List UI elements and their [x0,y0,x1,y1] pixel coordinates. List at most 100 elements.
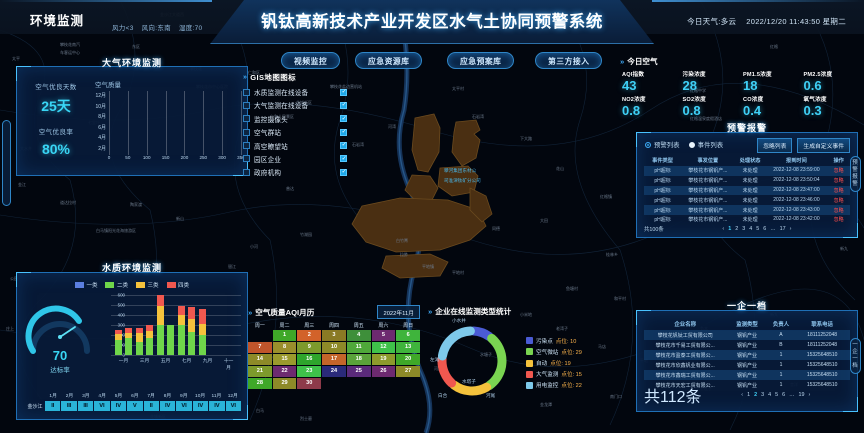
table-row[interactable]: 攀枝花钒钛工贸有限公司 钢钒产业 A 18111252048 [644,330,850,340]
gis-item-6[interactable]: 政府机构 [243,167,347,177]
calendar-day-cell[interactable]: 22 [272,366,297,377]
table-row[interactable]: pH超标 攀枝花市钢钒产... 未处理 2022-12-08 23:59:00 忽略 [644,166,850,176]
page-number[interactable]: 17 [779,226,786,232]
prev-page-icon[interactable]: ‹ [741,392,744,398]
page-number[interactable]: 4 [768,392,772,398]
page-number[interactable]: 3 [761,392,765,398]
legend-item-1[interactable]: 二类 [105,281,128,289]
donut-legend-item-2[interactable]: 自动 点位: 19 [526,359,582,367]
calendar-day-cell[interactable]: 13 [396,342,420,353]
gis-item-5[interactable]: 园区企业 [243,154,347,164]
month-picker[interactable]: 2022年11月 [377,305,420,319]
radio-warning-list[interactable]: 预警列表 [645,140,680,149]
tab-video-monitor[interactable]: 视频监控 [281,52,341,69]
calendar-day-cell[interactable]: 16 [297,354,322,365]
grade-cell[interactable]: Ⅳ [110,401,127,411]
donut-legend-item-4[interactable]: 用电监控 点位: 22 [526,381,582,389]
page-number[interactable]: 2 [735,226,739,232]
alarm-list-toggle[interactable]: 预警列表 事件列表 [645,140,723,149]
page-number[interactable]: … [770,226,776,232]
alarm-action-link[interactable]: 忽略 [833,178,844,185]
ignore-list-button[interactable]: 忽略列表 [757,138,793,153]
next-page-icon[interactable]: › [808,392,811,398]
donut-slice-2[interactable] [449,380,492,396]
alarm-action-link[interactable]: 忽略 [833,197,844,204]
page-number[interactable]: 5 [756,226,760,232]
table-row[interactable]: 攀枝花市天宏工贸有限公... 钢钒产业 1 15325648510 [644,380,850,390]
calendar-day-cell[interactable]: 1 [272,330,297,341]
page-number[interactable]: 6 [763,226,767,232]
legend-item-3[interactable]: 四类 [166,281,189,289]
donut-slice-3[interactable] [437,354,457,388]
page-number[interactable]: 2 [754,392,758,398]
grade-cell[interactable]: Ⅳ [209,401,225,411]
alarm-action-link[interactable]: 忽略 [833,187,844,194]
calendar-day-cell[interactable]: 23 [297,366,322,377]
donut-slice-0[interactable] [469,326,494,341]
page-number[interactable]: … [789,392,795,398]
table-row[interactable]: pH超标 攀枝花市钢钒产... 未处理 2022-12-08 23:42:00 忽略 [644,215,850,225]
checkbox-icon[interactable] [340,155,347,163]
enterprise-pagination[interactable]: 共112条 ‹ 1 2 3 4 5 6… 19 › [644,383,850,407]
calendar-day-cell[interactable]: 28 [248,378,272,389]
legend-item-0[interactable]: 一类 [74,281,97,289]
grade-cell[interactable]: Ⅲ [77,401,94,411]
table-row[interactable]: 攀枝花市盈泰工贸有限公... 钢钒产业 1 15325648510 [644,350,850,360]
page-number[interactable]: 1 [728,226,732,232]
calendar-day-cell[interactable]: 11 [346,342,371,353]
gis-item-0[interactable]: 水质监测在线设备 [243,87,347,97]
page-number[interactable]: 3 [742,226,746,232]
calendar-day-cell[interactable]: 3 [322,330,346,341]
alarm-action-link[interactable]: 忽略 [833,168,844,175]
checkbox-icon[interactable] [340,141,347,150]
enterprise-pager[interactable]: ‹ 1 2 3 4 5 6… 19 › [702,392,850,398]
grade-cell[interactable]: Ⅵ [94,401,110,411]
rail-enterprise-shortcut[interactable]: 一企一档 [850,338,861,374]
calendar-day-cell[interactable]: 7 [248,342,272,353]
calendar-day-cell[interactable]: 5 [371,330,396,341]
calendar-day-cell[interactable]: 4 [346,330,371,341]
table-row[interactable]: 攀枝花市鑫瑞工贸有限公... 钢钒产业 1 15325648510 [644,370,850,380]
legend-item-2[interactable]: 三类 [136,281,159,289]
donut-slice-4[interactable] [437,326,475,361]
page-number[interactable]: 1 [747,392,751,398]
alarm-pager[interactable]: ‹ 1 2 3 4 5 6… 17 › [664,226,850,232]
calendar-day-cell[interactable]: 19 [371,354,396,365]
calendar-day-cell[interactable]: 25 [346,366,371,377]
rail-alarm-shortcut[interactable]: 预警报警 [850,156,861,192]
calendar-day-cell[interactable]: 30 [297,378,322,389]
grade-cell[interactable]: Ⅵ [225,401,242,411]
table-row[interactable]: pH超标 攀枝花市钢钒产... 未处理 2022-12-08 23:47:00 忽略 [644,185,850,196]
calendar-day-cell[interactable]: 27 [396,366,420,377]
alarm-pagination[interactable]: 共100条 ‹ 1 2 3 4 5 6… 17 › [644,225,850,233]
grade-cell[interactable]: Ⅲ [61,401,77,411]
checkbox-icon[interactable] [340,128,347,136]
radio-event-list[interactable]: 事件列表 [688,140,723,149]
prev-page-icon[interactable]: ‹ [722,226,725,232]
grade-cell[interactable]: Ⅵ [176,401,192,411]
calendar-day-cell[interactable]: 8 [272,342,297,353]
calendar-day-cell[interactable]: 24 [322,366,346,377]
page-number[interactable]: 19 [798,392,805,398]
calendar-day-cell[interactable]: 29 [272,378,297,389]
donut-legend-item-0[interactable]: 污染点 点位: 10 [526,337,582,345]
alarm-action-buttons[interactable]: 忽略列表 生成自定义事件 [757,138,850,153]
checkbox-icon[interactable] [340,101,347,109]
table-row[interactable]: pH超标 攀枝花市钢钒产... 未处理 2022-12-08 23:50:04 忽略 [644,176,850,186]
table-row[interactable]: 攀枝花市欣鑫钒业有限公... 钢钒产业 1 15325648510 [644,360,850,370]
grade-cell[interactable]: Ⅴ [127,401,143,411]
grade-cell[interactable]: Ⅱ [45,401,61,411]
calendar-day-cell[interactable]: 14 [248,354,272,365]
donut-legend-item-1[interactable]: 空气微站 点位: 29 [526,348,582,356]
page-number[interactable]: 4 [749,226,753,232]
tab-emergency-resources[interactable]: 应急资源库 [355,52,423,69]
checkbox-icon[interactable] [340,88,347,96]
grade-cell[interactable]: Ⅳ [159,401,176,411]
calendar-day-cell[interactable]: 20 [396,354,420,365]
calendar-day-cell[interactable]: 17 [322,354,346,365]
gis-layer-menu[interactable]: » GIS地图图标 水质监测在线设备大气监测在线设备监控摄像头空气群站高空瞭望站… [243,72,347,181]
calendar-day-cell[interactable]: 12 [371,342,396,353]
alarm-action-link[interactable]: 忽略 [833,207,844,214]
calendar-day-cell[interactable]: 15 [272,354,297,365]
calendar-day-cell[interactable]: 6 [396,330,420,341]
